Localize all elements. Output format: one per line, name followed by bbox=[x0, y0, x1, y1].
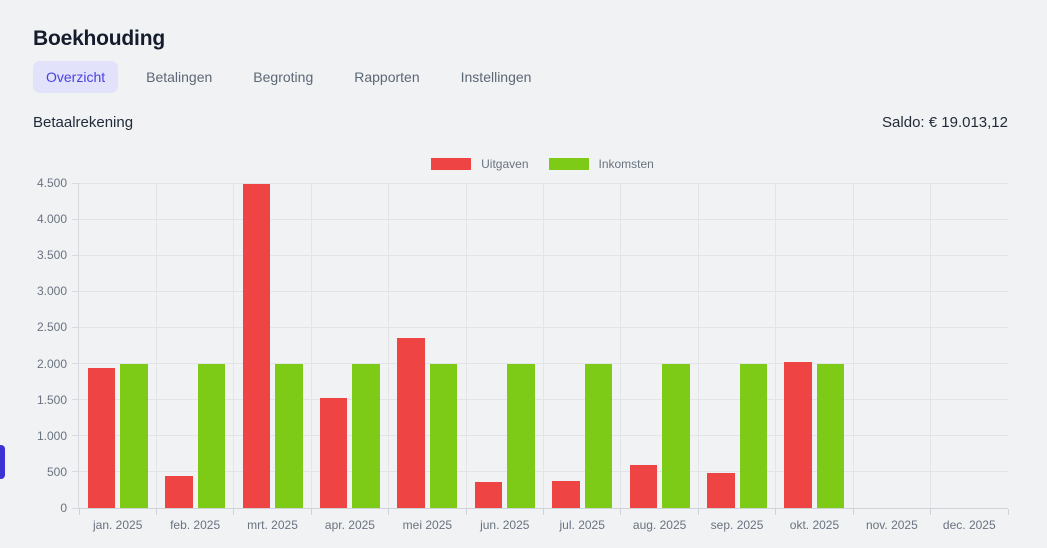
x-axis-label: nov. 2025 bbox=[865, 518, 918, 532]
bar-uitgaven-sep-2025[interactable] bbox=[707, 472, 735, 508]
bar-chart: 0 500 1.000 1.500 2.000 2.500 3.000 3.500 4.000 4… bbox=[37, 176, 1009, 532]
x-axis-tick bbox=[310, 509, 312, 515]
y-axis-tick bbox=[72, 290, 78, 292]
y-axis-tick bbox=[72, 471, 78, 473]
bar-inkomsten-mei-2025[interactable] bbox=[429, 364, 458, 508]
gridline bbox=[543, 183, 544, 508]
inkomsten-swatch-icon bbox=[548, 158, 589, 170]
bar-uitgaven-okt-2025[interactable] bbox=[784, 362, 812, 508]
x-axis-label: jul. 2025 bbox=[559, 518, 605, 532]
x-axis-tick bbox=[543, 509, 544, 515]
y-axis-label: 2.000 bbox=[36, 356, 67, 371]
gridline bbox=[233, 183, 235, 508]
tab-betalingen[interactable]: Betalingen bbox=[133, 61, 225, 93]
y-axis-tick bbox=[72, 182, 78, 184]
y-axis-tick bbox=[72, 507, 78, 509]
x-axis-tick bbox=[155, 509, 157, 515]
page-title: Boekhouding bbox=[33, 27, 165, 51]
x-axis-label: jun. 2025 bbox=[480, 518, 530, 532]
x-axis-label: jan. 2025 bbox=[93, 518, 143, 532]
account-summary-row: Betaalrekening Saldo: € 19.013,12 bbox=[33, 114, 1008, 131]
tab-rapporten[interactable]: Rapporten bbox=[341, 61, 432, 93]
y-axis-label: 3.500 bbox=[36, 248, 67, 263]
chart-legend: Uitgaven Inkomsten bbox=[78, 157, 1007, 171]
gridline bbox=[155, 183, 157, 508]
bar-inkomsten-apr-2025[interactable] bbox=[352, 364, 380, 508]
y-axis-label: 3.000 bbox=[36, 284, 67, 299]
bar-uitgaven-aug-2025[interactable] bbox=[629, 464, 658, 508]
legend-item-inkomsten[interactable]: Inkomsten bbox=[548, 157, 654, 171]
x-axis-label: okt. 2025 bbox=[789, 518, 840, 532]
x-axis-tick bbox=[78, 509, 80, 515]
y-axis-label: 500 bbox=[46, 464, 67, 479]
gridline bbox=[930, 183, 932, 508]
y-axis-tick bbox=[72, 435, 78, 437]
tab-overzicht[interactable]: Overzicht bbox=[33, 61, 119, 93]
gridline bbox=[697, 183, 699, 508]
bar-inkomsten-sep-2025[interactable] bbox=[739, 364, 768, 508]
x-axis-label: aug. 2025 bbox=[632, 518, 687, 532]
x-axis-label: sep. 2025 bbox=[710, 518, 764, 532]
gridline bbox=[388, 183, 390, 508]
bar-uitgaven-jan-2025[interactable] bbox=[87, 367, 116, 508]
x-axis-tick bbox=[233, 509, 235, 515]
gridline bbox=[465, 183, 467, 508]
bar-inkomsten-jun-2025[interactable] bbox=[507, 364, 535, 508]
x-axis-label: mrt. 2025 bbox=[247, 518, 298, 532]
legend-label-uitgaven: Uitgaven bbox=[481, 157, 529, 171]
x-axis-tick bbox=[697, 509, 699, 515]
x-axis-tick bbox=[852, 509, 854, 515]
gridline bbox=[310, 183, 312, 508]
x-axis-tick bbox=[620, 509, 622, 515]
y-axis-label: 1.500 bbox=[36, 392, 67, 407]
uitgaven-swatch-icon bbox=[431, 158, 472, 170]
gridline bbox=[775, 183, 777, 508]
y-axis-label: 1.000 bbox=[36, 428, 67, 443]
bar-inkomsten-jul-2025[interactable] bbox=[584, 364, 613, 508]
tab-begroting[interactable]: Begroting bbox=[240, 61, 326, 93]
bar-uitgaven-mei-2025[interactable] bbox=[397, 338, 425, 508]
x-axis-label: feb. 2025 bbox=[170, 518, 221, 532]
bar-inkomsten-jan-2025[interactable] bbox=[120, 364, 148, 508]
y-axis-label: 2.500 bbox=[36, 320, 67, 335]
x-axis-label: apr. 2025 bbox=[324, 518, 375, 532]
x-axis-tick bbox=[1007, 509, 1009, 515]
bar-uitgaven-apr-2025[interactable] bbox=[319, 397, 348, 508]
x-axis-tick bbox=[465, 509, 467, 515]
y-axis-label: 0 bbox=[60, 501, 67, 515]
x-axis-label: dec. 2025 bbox=[942, 518, 996, 532]
x-axis-tick bbox=[388, 509, 390, 515]
y-axis-tick bbox=[72, 218, 78, 220]
y-axis-tick bbox=[72, 399, 78, 401]
legend-label-inkomsten: Inkomsten bbox=[598, 157, 654, 171]
account-name: Betaalrekening bbox=[33, 114, 134, 131]
bar-uitgaven-mrt-2025[interactable] bbox=[242, 183, 271, 508]
y-axis-tick bbox=[72, 254, 78, 256]
bar-inkomsten-aug-2025[interactable] bbox=[662, 364, 690, 508]
side-panel-handle[interactable] bbox=[0, 445, 5, 479]
x-axis-tick bbox=[930, 509, 932, 515]
gridline bbox=[620, 183, 622, 508]
tab-instellingen[interactable]: Instellingen bbox=[448, 61, 545, 93]
bar-inkomsten-mrt-2025[interactable] bbox=[275, 364, 303, 508]
bar-uitgaven-feb-2025[interactable] bbox=[165, 475, 193, 508]
account-saldo: Saldo: € 19.013,12 bbox=[882, 114, 1008, 131]
tab-bar: Overzicht Betalingen Begroting Rapporten… bbox=[33, 61, 544, 93]
y-axis-label: 4.000 bbox=[36, 212, 67, 227]
bar-inkomsten-okt-2025[interactable] bbox=[816, 364, 845, 508]
y-axis-label: 4.500 bbox=[36, 176, 67, 190]
legend-item-uitgaven[interactable]: Uitgaven bbox=[431, 157, 529, 171]
gridline bbox=[852, 183, 854, 508]
x-axis-tick bbox=[775, 509, 777, 515]
x-axis-label: mei 2025 bbox=[402, 518, 453, 532]
bar-uitgaven-jul-2025[interactable] bbox=[552, 481, 580, 508]
y-axis-tick bbox=[72, 326, 78, 328]
bar-inkomsten-feb-2025[interactable] bbox=[197, 364, 226, 508]
y-axis-tick bbox=[72, 363, 78, 365]
bar-uitgaven-jun-2025[interactable] bbox=[474, 482, 503, 508]
